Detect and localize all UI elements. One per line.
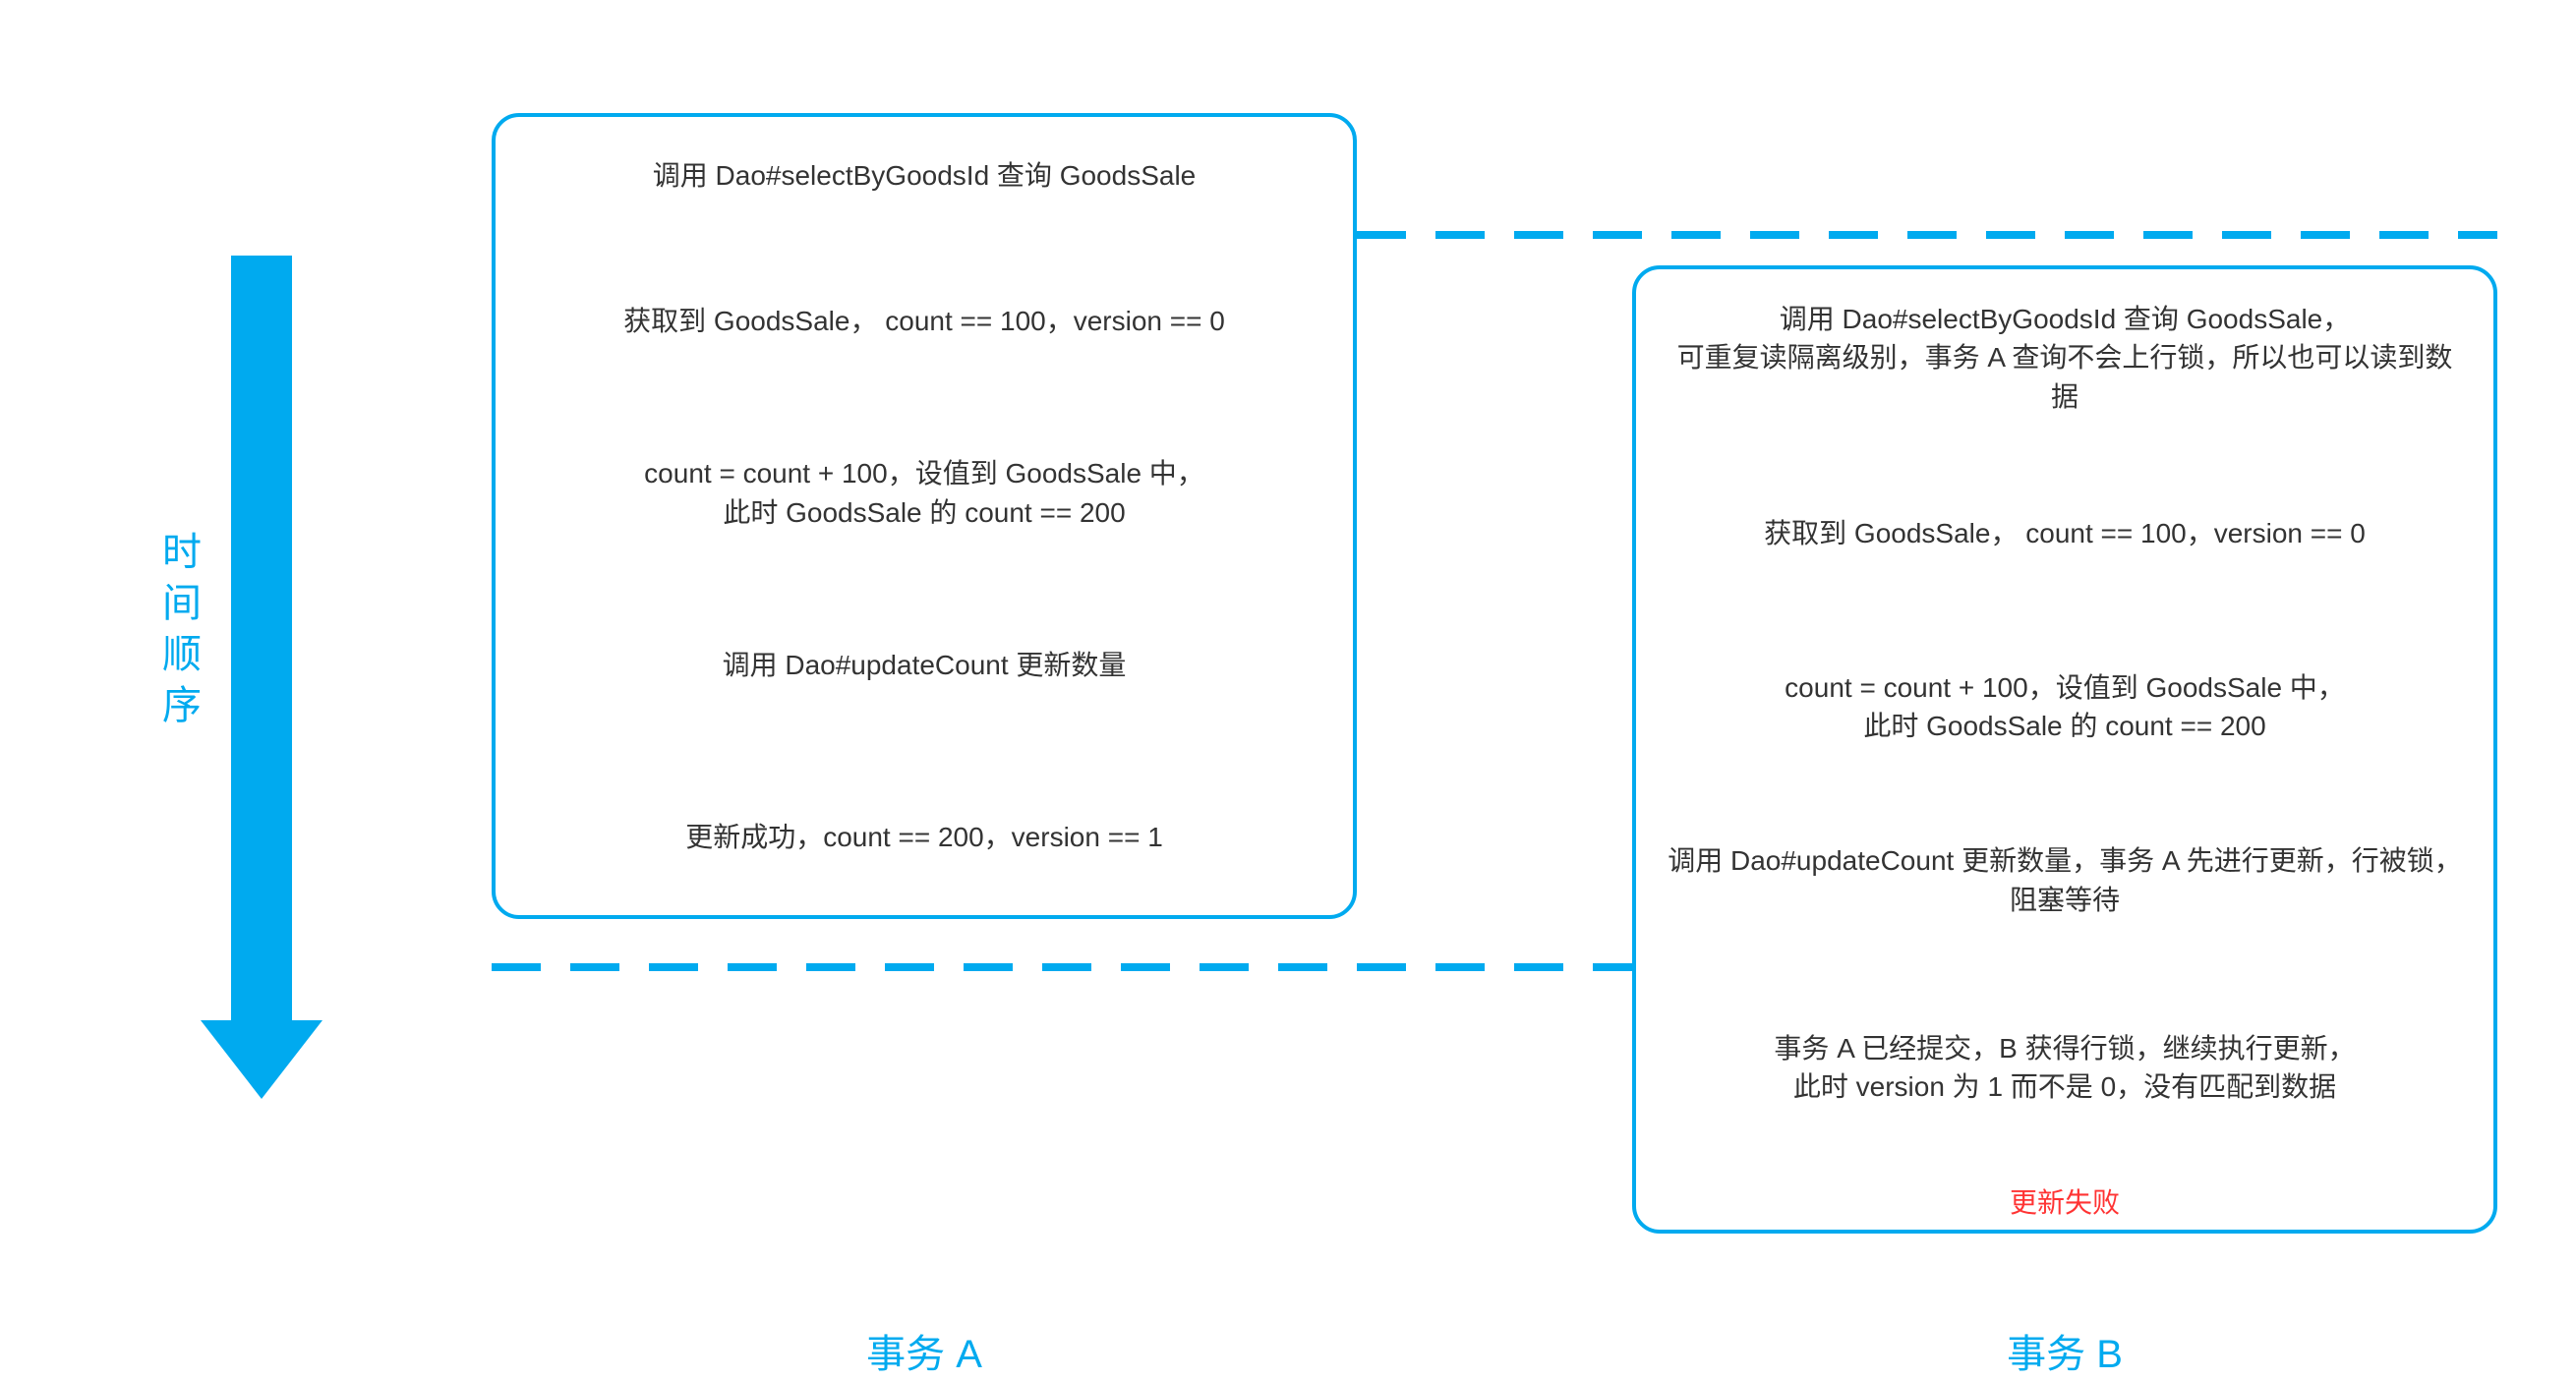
- transaction-b-step: 更新失败: [1636, 1169, 2493, 1237]
- arrow-shaft: [231, 256, 292, 1022]
- transaction-a-step: 调用 Dao#selectByGoodsId 查询 GoodsSale: [496, 117, 1353, 235]
- transaction-b-step: count = count + 100，设值到 GoodsSale 中， 此时 …: [1636, 620, 2493, 794]
- time-order-label: 时间顺序: [149, 531, 206, 735]
- transaction-a-box: 调用 Dao#selectByGoodsId 查询 GoodsSale获取到 G…: [492, 113, 1357, 919]
- transaction-b-box: 调用 Dao#selectByGoodsId 查询 GoodsSale， 可重复…: [1632, 265, 2497, 1234]
- transaction-b-step: 获取到 GoodsSale， count == 100，version == 0: [1636, 446, 2493, 620]
- transaction-a-step: 获取到 GoodsSale， count == 100，version == 0: [496, 235, 1353, 407]
- transaction-a-label: 事务 A: [492, 1322, 1357, 1379]
- transaction-b-step: 调用 Dao#selectByGoodsId 查询 GoodsSale， 可重复…: [1636, 269, 2493, 446]
- transaction-b-step: 事务 A 已经提交，B 获得行锁，继续执行更新， 此时 version 为 1 …: [1636, 967, 2493, 1169]
- transaction-a-step: 调用 Dao#updateCount 更新数量: [496, 579, 1353, 751]
- diagram-canvas: 时间顺序 调用 Dao#selectByGoodsId 查询 GoodsSale…: [0, 0, 2576, 1381]
- arrow-head-icon: [201, 1020, 322, 1099]
- transaction-a-step: 更新成功，count == 200，version == 1: [496, 751, 1353, 923]
- transaction-a-step: count = count + 100，设值到 GoodsSale 中， 此时 …: [496, 407, 1353, 579]
- transaction-b-label: 事务 B: [1632, 1322, 2497, 1379]
- transaction-b-step: 调用 Dao#updateCount 更新数量，事务 A 先进行更新，行被锁，阻…: [1636, 793, 2493, 967]
